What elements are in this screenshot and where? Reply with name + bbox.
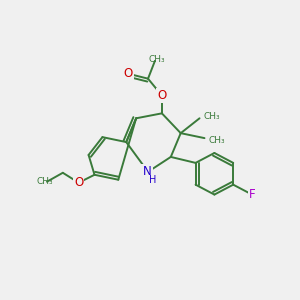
Text: CH₃: CH₃ (208, 136, 225, 145)
Text: CH₃: CH₃ (148, 55, 165, 64)
Text: O: O (157, 89, 167, 102)
Text: N: N (143, 165, 152, 178)
Text: CH₃: CH₃ (203, 112, 220, 121)
Text: O: O (74, 176, 83, 189)
Text: F: F (249, 188, 255, 201)
Text: CH₃: CH₃ (37, 177, 53, 186)
Text: H: H (149, 175, 157, 185)
Text: O: O (124, 67, 133, 80)
